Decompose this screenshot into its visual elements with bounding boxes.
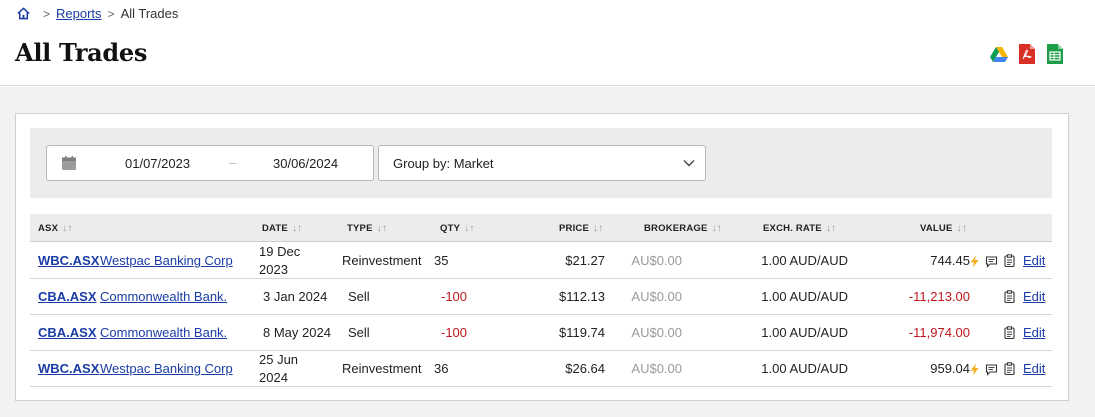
sort-icon: ↓↑	[956, 223, 967, 234]
stock-code-link[interactable]: CBA.ASX	[38, 325, 97, 340]
column-header-type[interactable]: TYPE ↓↑	[347, 223, 388, 234]
edit-link[interactable]: Edit	[1023, 361, 1046, 376]
trade-date: 19 Dec	[259, 244, 301, 259]
pdf-icon[interactable]	[1017, 43, 1037, 65]
trade-value: -11,974.00	[908, 325, 970, 340]
company-name-link[interactable]: Westpac Banking Corp	[100, 361, 233, 376]
export-icons	[989, 43, 1065, 65]
column-header-asx[interactable]: ASX ↓↑	[38, 223, 73, 234]
trade-value: 744.45	[930, 253, 970, 268]
trade-qty: 36	[434, 361, 449, 376]
edit-link[interactable]: Edit	[1023, 325, 1046, 340]
breadcrumb-link-reports[interactable]: Reports	[56, 6, 102, 21]
table-header: ASX ↓↑ DATE ↓↑ TYPE ↓↑ QTY ↓↑ PRICE ↓↑ BROKER…	[30, 214, 1052, 242]
trades-card: 01/07/2023 – 30/06/2024 Group by: Market…	[15, 113, 1069, 401]
trade-price: $26.64	[565, 361, 605, 376]
breadcrumb-current: All Trades	[120, 6, 179, 21]
trade-brokerage: AU$0.00	[631, 325, 682, 340]
lightning-icon[interactable]	[968, 363, 981, 376]
clipboard-icon[interactable]	[1003, 326, 1016, 339]
content-area: 01/07/2023 – 30/06/2024 Group by: Market…	[0, 87, 1095, 417]
trade-brokerage: AU$0.00	[631, 361, 682, 376]
column-header-date[interactable]: DATE ↓↑	[262, 223, 303, 234]
chevron-down-icon	[683, 160, 695, 167]
trade-price: $21.27	[565, 253, 605, 268]
trade-type: Reinvestment	[342, 361, 422, 376]
company-name-link[interactable]: Westpac Banking Corp	[100, 253, 233, 268]
trade-qty: 35	[434, 253, 449, 268]
trade-type: Sell	[348, 325, 370, 340]
chevron-right-icon: >	[43, 6, 51, 21]
clipboard-icon[interactable]	[1003, 362, 1016, 375]
sort-icon: ↓↑	[376, 223, 388, 234]
trade-price: $119.74	[558, 325, 605, 340]
breadcrumb: > Reports > All Trades	[16, 6, 178, 21]
clipboard-icon[interactable]	[1003, 290, 1016, 303]
company-name-link[interactable]: Commonwealth Bank.	[100, 289, 228, 304]
sort-icon: ↓↑	[464, 223, 475, 234]
sort-icon: ↓↑	[62, 223, 73, 234]
comment-icon[interactable]	[985, 363, 998, 376]
sort-icon: ↓↑	[593, 223, 604, 234]
table-row: CBA.ASX Commonwealth Bank. 3 Jan 2024 Sell -…	[30, 279, 1052, 315]
date-to-input[interactable]: 30/06/2024	[273, 156, 339, 171]
filter-bar: 01/07/2023 – 30/06/2024 Group by: Market	[30, 128, 1052, 198]
stock-code-link[interactable]: WBC.ASX	[38, 253, 100, 268]
trade-value: 959.04	[930, 361, 970, 376]
group-by-value: Group by: Market	[393, 156, 494, 171]
trade-brokerage: AU$0.00	[631, 289, 682, 304]
table-row: CBA.ASX Commonwealth Bank. 8 May 2024 Sell -…	[30, 315, 1052, 351]
trade-date-year: 2024	[259, 370, 288, 385]
column-header-brokerage[interactable]: BROKERAGE ↓↑	[644, 223, 722, 234]
sort-icon: ↓↑	[711, 223, 722, 234]
home-icon[interactable]	[16, 6, 31, 21]
page-title: All Trades	[15, 38, 148, 67]
trade-value: -11,213.00	[908, 289, 970, 304]
trade-qty: -100	[441, 325, 468, 340]
trade-brokerage: AU$0.00	[631, 253, 682, 268]
edit-link[interactable]: Edit	[1023, 289, 1046, 304]
sort-icon: ↓↑	[825, 223, 837, 234]
trade-date-year: 2023	[259, 262, 288, 277]
exchange-rate: 1.00 AUD/AUD	[761, 253, 848, 268]
trade-price: $112.13	[558, 289, 605, 304]
trade-type: Reinvestment	[342, 253, 422, 268]
edit-link[interactable]: Edit	[1023, 253, 1046, 268]
calendar-icon	[62, 156, 76, 170]
page-header: > Reports > All Trades All Trades	[0, 0, 1095, 86]
stock-code-link[interactable]: CBA.ASX	[38, 289, 97, 304]
date-range-picker[interactable]: 01/07/2023 – 30/06/2024	[46, 145, 374, 181]
clipboard-icon[interactable]	[1003, 254, 1016, 267]
trade-date: 25 Jun	[259, 352, 299, 367]
comment-icon[interactable]	[985, 255, 998, 268]
exchange-rate: 1.00 AUD/AUD	[761, 325, 848, 340]
date-separator: –	[229, 155, 237, 170]
trade-qty: -100	[441, 289, 468, 304]
date-from-input[interactable]: 01/07/2023	[125, 156, 191, 171]
column-header-qty[interactable]: QTY ↓↑	[440, 223, 475, 234]
trade-type: Sell	[348, 289, 370, 304]
chevron-right-icon: >	[107, 6, 115, 21]
column-header-exch-rate[interactable]: EXCH. RATE ↓↑	[763, 223, 837, 234]
table-row: WBC.ASX Westpac Banking Corp 19 Dec 2023 Rei…	[30, 243, 1052, 279]
exchange-rate: 1.00 AUD/AUD	[761, 361, 848, 376]
company-name-link[interactable]: Commonwealth Bank.	[100, 325, 228, 340]
group-by-select[interactable]: Group by: Market	[378, 145, 706, 181]
table-row: WBC.ASX Westpac Banking Corp 25 Jun 2024 Rei…	[30, 351, 1052, 387]
column-header-value[interactable]: VALUE ↓↑	[920, 223, 967, 234]
column-header-price[interactable]: PRICE ↓↑	[559, 223, 604, 234]
spreadsheet-icon[interactable]	[1045, 43, 1065, 65]
stock-code-link[interactable]: WBC.ASX	[38, 361, 100, 376]
exchange-rate: 1.00 AUD/AUD	[761, 289, 848, 304]
trade-date: 8 May 2024	[263, 325, 331, 340]
lightning-icon[interactable]	[968, 255, 981, 268]
google-drive-icon[interactable]	[989, 43, 1009, 65]
sort-icon: ↓↑	[291, 223, 303, 234]
trade-date: 3 Jan 2024	[263, 289, 328, 304]
